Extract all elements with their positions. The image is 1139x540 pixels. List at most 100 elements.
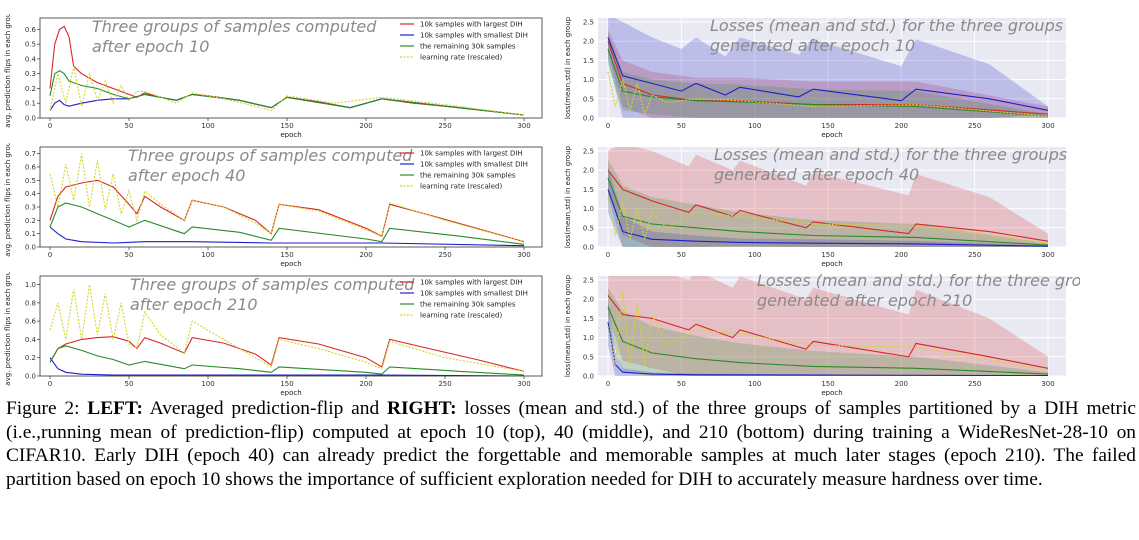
- series-line-blue: [49, 226, 525, 247]
- y-tick-label: 2.5: [583, 277, 594, 285]
- x-tick-label: 150: [280, 122, 293, 130]
- y-tick-label: 0.7: [25, 150, 36, 158]
- x-tick-label: 200: [895, 251, 908, 259]
- annotation-line-1: Three groups of samples computed: [92, 17, 377, 36]
- x-tick-label: 200: [895, 380, 908, 388]
- y-tick-label: 0.5: [583, 224, 594, 232]
- series-line-green: [49, 202, 525, 245]
- y-tick-label: 0.5: [25, 41, 36, 49]
- legend-label: the remaining 30k samples: [420, 43, 516, 51]
- y-tick-label: 0.6: [25, 26, 37, 34]
- y-tick-label: 1.5: [583, 315, 594, 323]
- x-tick-label: 150: [821, 122, 834, 130]
- x-axis-label: epoch: [280, 389, 301, 396]
- x-tick-label: 200: [359, 251, 372, 259]
- y-tick-label: 0.0: [25, 115, 36, 123]
- legend-label: learning rate (rescaled): [420, 183, 502, 191]
- chart-svg: 0 50 100 150 200 250 300 0.0 0.1 0.2 0.3 0.4 0.5 0.6 e…: [4, 14, 543, 138]
- legend-label: 10k samples with largest DIH: [420, 150, 523, 158]
- series-line-green: [49, 70, 525, 116]
- y-tick-label: 0.5: [583, 95, 594, 103]
- x-tick-label: 100: [201, 122, 214, 130]
- series-line-blue: [49, 357, 525, 376]
- legend-label: 10k samples with smallest DIH: [420, 32, 528, 40]
- y-axis-label: avg. prediction flips in each group: [4, 272, 12, 386]
- y-tick-label: 0.0: [583, 373, 594, 381]
- x-tick-label: 200: [895, 122, 908, 130]
- annotation-line-2: generated after epoch 40: [714, 165, 919, 184]
- x-tick-label: 200: [359, 380, 372, 388]
- x-tick-label: 50: [125, 251, 134, 259]
- x-tick-label: 150: [280, 380, 293, 388]
- plot-background: [598, 147, 1066, 247]
- plot-frame: [39, 275, 543, 377]
- y-axis-label: loss(mean,std) in each group: [564, 16, 572, 119]
- legend-label: 10k samples with largest DIH: [420, 279, 523, 287]
- x-axis-label: epoch: [821, 389, 842, 396]
- y-tick-label: 0.1: [25, 230, 36, 238]
- annotation-line-2: after epoch 10: [92, 37, 209, 56]
- chart-svg: 0 50 100 150 200 250 300 0.0 0.5 1.0 1.5 2.0 2.5 epoc…: [564, 16, 1066, 138]
- y-tick-label: 0.2: [25, 217, 36, 225]
- chart-right-middle: 0 50 100 150 200 250 300 0.0 0.5 1.0 1.5 2.0 2.5 epoc…: [560, 143, 1080, 267]
- x-axis-label: epoch: [821, 260, 842, 267]
- chart-left-bottom: 0 50 100 150 200 250 300 0.0 0.2 0.4 0.6 0.8 1.0 epoc…: [0, 272, 548, 396]
- right-label: RIGHT:: [386, 398, 457, 419]
- plot-area: [607, 147, 1049, 247]
- y-tick-label: 0.6: [25, 164, 37, 172]
- annotation-line-2: generated after epoch 10: [710, 36, 915, 55]
- annotation-line-1: Losses (mean and std.) for the three gro…: [757, 272, 1080, 290]
- x-axis-label: epoch: [821, 131, 842, 138]
- y-tick-label: 0.3: [25, 70, 36, 78]
- annotation-line-1: Three groups of samples computed: [130, 275, 415, 294]
- x-tick-label: 250: [438, 251, 451, 259]
- series-line-green: [49, 345, 525, 376]
- chart-left-top: 0 50 100 150 200 250 300 0.0 0.1 0.2 0.3 0.4 0.5 0.6 e…: [0, 14, 548, 138]
- y-tick-label: 1.0: [583, 76, 594, 84]
- plot-area: [607, 18, 1049, 118]
- y-axis-label: avg. prediction flips in each group: [4, 14, 12, 128]
- y-tick-label: 0.8: [25, 299, 36, 307]
- x-axis-label: epoch: [280, 260, 301, 267]
- x-tick-label: 0: [48, 380, 52, 388]
- y-tick-label: 0.2: [25, 85, 36, 93]
- series-line-yellow: [607, 291, 1049, 371]
- x-tick-label: 300: [1041, 251, 1054, 259]
- y-tick-label: 0.6: [25, 318, 37, 326]
- x-tick-label: 100: [201, 380, 214, 388]
- x-tick-label: 250: [968, 380, 981, 388]
- legend-label: 10k samples with smallest DIH: [420, 161, 528, 169]
- figure-caption: Figure 2: LEFT: Averaged prediction-flip…: [6, 397, 1136, 491]
- annotation-line-1: Losses (mean and std.) for the three gro…: [714, 145, 1067, 164]
- x-tick-label: 100: [748, 251, 761, 259]
- annotation-line-1: Losses (mean and std.) for the three gro…: [710, 16, 1063, 35]
- x-tick-label: 50: [125, 122, 134, 130]
- std-band-red: [608, 147, 1048, 247]
- chart-right-bottom: 0 50 100 150 200 250 300 0.0 0.5 1.0 1.5 2.0 2.5 epoc…: [560, 272, 1080, 396]
- legend-label: the remaining 30k samples: [420, 172, 516, 180]
- y-tick-label: 0.0: [583, 244, 594, 252]
- figure-label: Figure 2:: [6, 398, 80, 419]
- x-tick-label: 250: [968, 251, 981, 259]
- y-tick-label: 0.5: [583, 353, 594, 361]
- legend-label: learning rate (rescaled): [420, 312, 502, 320]
- y-tick-label: 1.0: [25, 281, 36, 289]
- y-tick-label: 2.5: [583, 148, 594, 156]
- legend-label: 10k samples with smallest DIH: [420, 290, 528, 298]
- series-line-yellow: [607, 196, 1049, 244]
- y-tick-label: 1.5: [583, 186, 594, 194]
- chart-left-middle: 0 50 100 150 200 250 300 0.0 0.1 0.2 0.3 0.4 0.5 0.6 0…: [0, 143, 548, 267]
- y-tick-label: 2.0: [583, 38, 594, 46]
- x-tick-label: 250: [968, 122, 981, 130]
- x-tick-label: 300: [1041, 380, 1054, 388]
- y-tick-label: 0.3: [25, 204, 36, 212]
- chart-svg: 0 50 100 150 200 250 300 0.0 0.5 1.0 1.5 2.0 2.5 epoc…: [564, 145, 1067, 267]
- x-tick-label: 50: [125, 380, 134, 388]
- y-tick-label: 0.4: [25, 55, 37, 63]
- series-line-green: [607, 177, 1049, 246]
- legend-label: the remaining 30k samples: [420, 301, 516, 309]
- legend-label: 10k samples with largest DIH: [420, 21, 523, 29]
- plot-frame: [39, 17, 543, 119]
- series-line-red: [607, 295, 1049, 369]
- y-tick-label: 1.0: [583, 205, 594, 213]
